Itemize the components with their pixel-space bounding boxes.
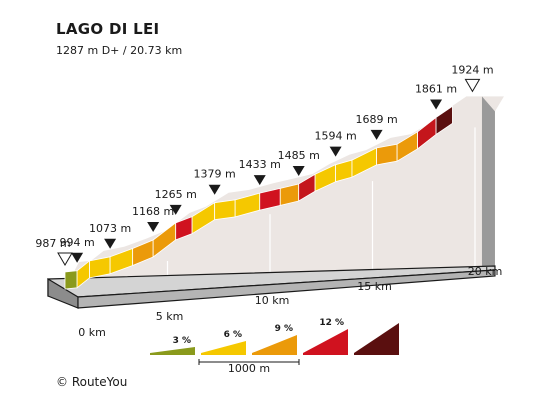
elevation-label: 994 m (59, 236, 94, 249)
gradient-legend: 3 % 6 % 9 % 12 % 1000 m (150, 318, 399, 375)
legend-swatch (354, 323, 399, 355)
chart-title: LAGO DI LEI (56, 20, 160, 38)
waypoint-marker (208, 184, 221, 195)
waypoint-marker (329, 146, 342, 157)
elevation-label: 1485 m (278, 149, 320, 162)
waypoint-marker (104, 238, 117, 249)
waypoint-marker (71, 252, 84, 263)
waypoint-marker (292, 165, 305, 176)
legend-swatch (201, 341, 246, 355)
elevation-label: 1379 m (194, 168, 236, 181)
profile-segment (89, 256, 111, 279)
scale-bar-label: 1000 m (228, 362, 270, 375)
profile-base (47, 265, 496, 309)
legend-swatch (150, 347, 195, 355)
x-tick-label: 10 km (255, 294, 290, 307)
x-tick-label: 20 km (468, 265, 503, 278)
profile-segment (376, 143, 398, 166)
profile-ribbon (64, 105, 453, 290)
elevation-label: 987 m (35, 237, 70, 250)
elevation-label: 1689 m (355, 113, 397, 126)
legend-swatch (252, 335, 297, 355)
legend-label: 6 % (224, 330, 242, 340)
elevation-label: 1594 m (314, 130, 356, 143)
legend-label: 9 % (275, 324, 293, 334)
x-tick-label: 5 km (156, 310, 184, 323)
profile-segment (214, 199, 236, 221)
base-long-face (77, 269, 496, 309)
elevation-label: 1073 m (89, 222, 131, 235)
legend-label: 3 % (173, 336, 191, 346)
x-tick-label: 0 km (78, 326, 106, 339)
elevation-label: 1168 m (132, 205, 174, 218)
elevation-label: 1433 m (239, 158, 281, 171)
elevation-label: 1265 m (155, 188, 197, 201)
elevation-label: 1924 m (451, 63, 493, 76)
legend-swatch (303, 329, 348, 355)
copyright-footer: © RouteYou (56, 375, 128, 389)
waypoint-markers (57, 78, 481, 266)
x-axis-ticks: 0 km 5 km 10 km 15 km 20 km (78, 265, 502, 339)
legend-label: 12 % (319, 318, 344, 328)
start-marker (57, 252, 73, 266)
waypoint-marker (430, 99, 443, 110)
profile-segment (435, 105, 453, 136)
profile-end-face (481, 96, 495, 270)
waypoint-marker (147, 221, 160, 232)
waypoint-marker (169, 204, 182, 215)
x-tick-label: 15 km (357, 280, 392, 293)
finish-marker (464, 78, 481, 93)
profile-segment (64, 270, 78, 290)
waypoint-marker (370, 129, 383, 140)
elevation-label: 1861 m (415, 82, 457, 95)
chart-subtitle: 1287 m D+ / 20.73 km (56, 44, 183, 57)
waypoint-marker (253, 175, 266, 186)
